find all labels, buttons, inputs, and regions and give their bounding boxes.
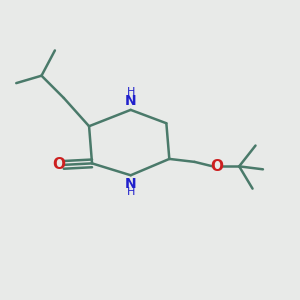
Text: H: H bbox=[127, 187, 135, 197]
Text: H: H bbox=[127, 87, 135, 98]
Text: O: O bbox=[210, 159, 224, 174]
Text: O: O bbox=[52, 158, 65, 172]
Text: N: N bbox=[125, 177, 136, 191]
Text: N: N bbox=[125, 94, 136, 108]
